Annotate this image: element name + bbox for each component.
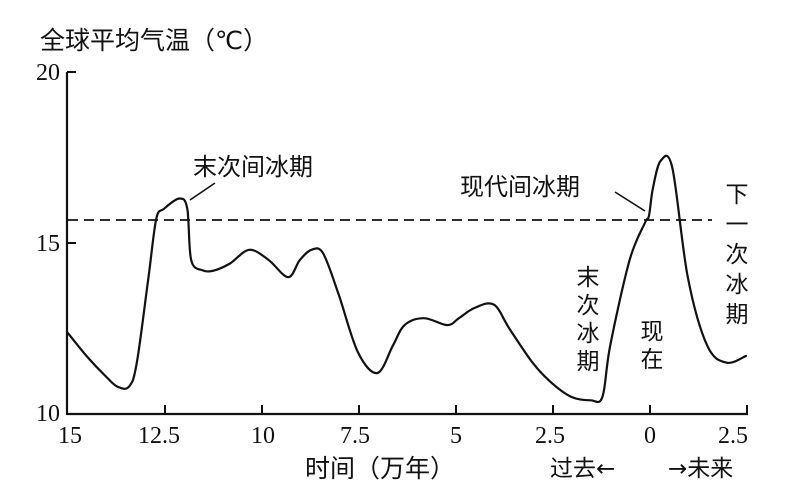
y-axis-title: 全球平均气温（℃）	[40, 26, 269, 55]
temperature-curve	[65, 154, 748, 404]
past-direction-label: 过去←	[550, 456, 616, 482]
leader-line-last-interglacial	[189, 182, 216, 201]
x-tick-label-7-5: 7.5	[340, 423, 370, 449]
x-tick-label-5: 5	[450, 423, 462, 449]
y-tick-label-10: 10	[36, 401, 60, 427]
annotation-last-interglacial: 末次间冰期	[193, 153, 313, 181]
x-tick-label-12-5: 12.5	[138, 423, 180, 449]
x-tick-label-10: 10	[251, 423, 275, 449]
y-tick-label-15: 15	[36, 231, 60, 257]
y-tick-label-20: 20	[36, 60, 60, 86]
x-tick-label-0: 0	[644, 423, 656, 449]
x-ticks	[164, 405, 748, 414]
x-tick-label-15: 15	[58, 423, 82, 449]
x-tick-label-2-5-future: 2.5	[718, 423, 748, 449]
annotation-modern-interglacial: 现代间冰期	[460, 173, 580, 201]
leader-line-modern-interglacial	[614, 191, 646, 212]
x-tick-label-2-5-past: 2.5	[535, 423, 565, 449]
annotation-next-glacial: 下 一 次 冰 期	[724, 182, 750, 328]
annotation-last-glacial: 末 次 冰 期	[576, 265, 600, 375]
x-axis-title: 时间（万年）	[305, 454, 456, 483]
annotation-now: 现 在	[640, 319, 664, 373]
future-direction-label: →未来	[668, 456, 734, 482]
